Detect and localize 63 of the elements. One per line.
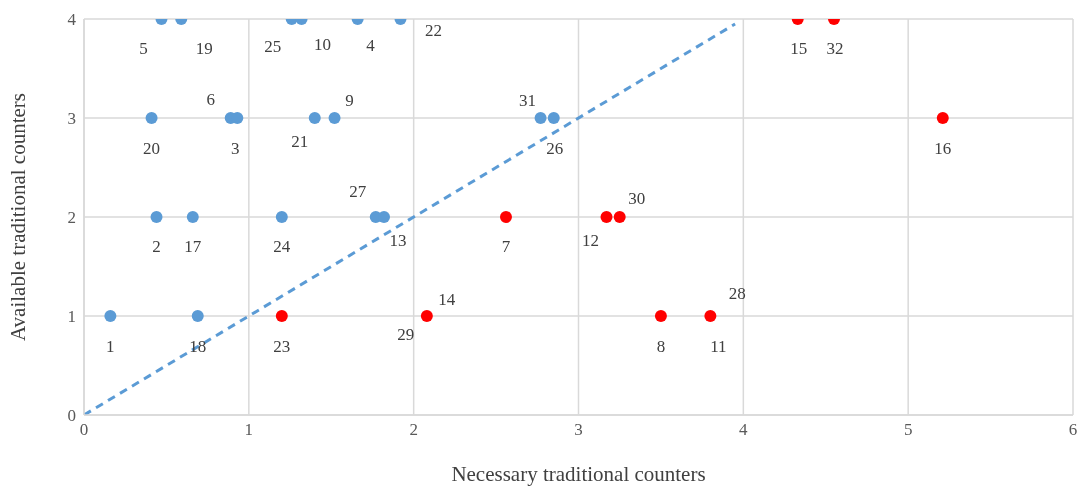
annotation: 32 [826,38,844,58]
annotation: 1 [106,336,115,356]
annotation: 19 [195,38,213,58]
point [191,310,204,322]
point [613,211,626,223]
point [936,112,949,124]
y-axis-title: Available traditional counters [6,92,31,342]
point [104,310,117,322]
x-tick-label: 3 [574,420,583,440]
point [378,211,390,223]
annotation: 29 [397,324,415,344]
annotation: 8 [656,336,666,356]
y-tick-label: 4 [67,10,77,30]
x-tick-label: 6 [1068,420,1078,440]
annotation: 30 [628,188,646,208]
annotation: 2 [152,236,161,256]
y-tick-label: 3 [67,109,76,129]
annotation: 10 [314,34,332,54]
annotation: 15 [790,38,808,58]
y-tick-label: 2 [67,208,76,228]
annotation: 31 [519,90,537,110]
annotation: 28 [728,283,746,303]
x-axis-title: Necessary traditional counters [451,462,706,486]
annotation: 3 [231,138,240,158]
y-tick-label: 0 [67,406,76,426]
annotation: 23 [273,336,291,356]
annotation: 9 [345,90,354,110]
annotation: 26 [546,138,564,158]
annotation: 11 [710,336,727,356]
annotation: 16 [934,138,952,158]
point [704,310,717,322]
annotation: 6 [206,89,215,109]
point [499,211,512,223]
point [547,112,560,124]
annotation: 13 [389,230,407,250]
point [150,211,163,223]
annotation: 12 [582,230,600,250]
annotation: 4 [366,35,376,55]
point [186,211,199,223]
x-tick-label: 5 [903,420,913,440]
annotation: 5 [139,38,148,58]
annotation: 25 [264,36,282,56]
annotation: 24 [273,236,291,256]
annotation: 20 [143,138,161,158]
point [328,112,341,124]
point [275,310,288,322]
annotation: 27 [349,181,367,201]
annotation: 14 [438,289,456,309]
point [600,211,613,223]
point [534,112,547,124]
annotation: 22 [424,20,442,40]
point [308,112,321,124]
x-tick-label: 4 [739,420,749,440]
point [275,211,288,223]
annotation: 7 [501,236,511,256]
annotation: 21 [291,131,309,151]
point [654,310,667,322]
x-tick-label: 1 [244,420,254,440]
y-tick-label: 1 [67,307,76,327]
point [145,112,158,124]
point [420,310,433,322]
x-tick-label: 2 [409,420,418,440]
annotation: 17 [184,236,202,256]
